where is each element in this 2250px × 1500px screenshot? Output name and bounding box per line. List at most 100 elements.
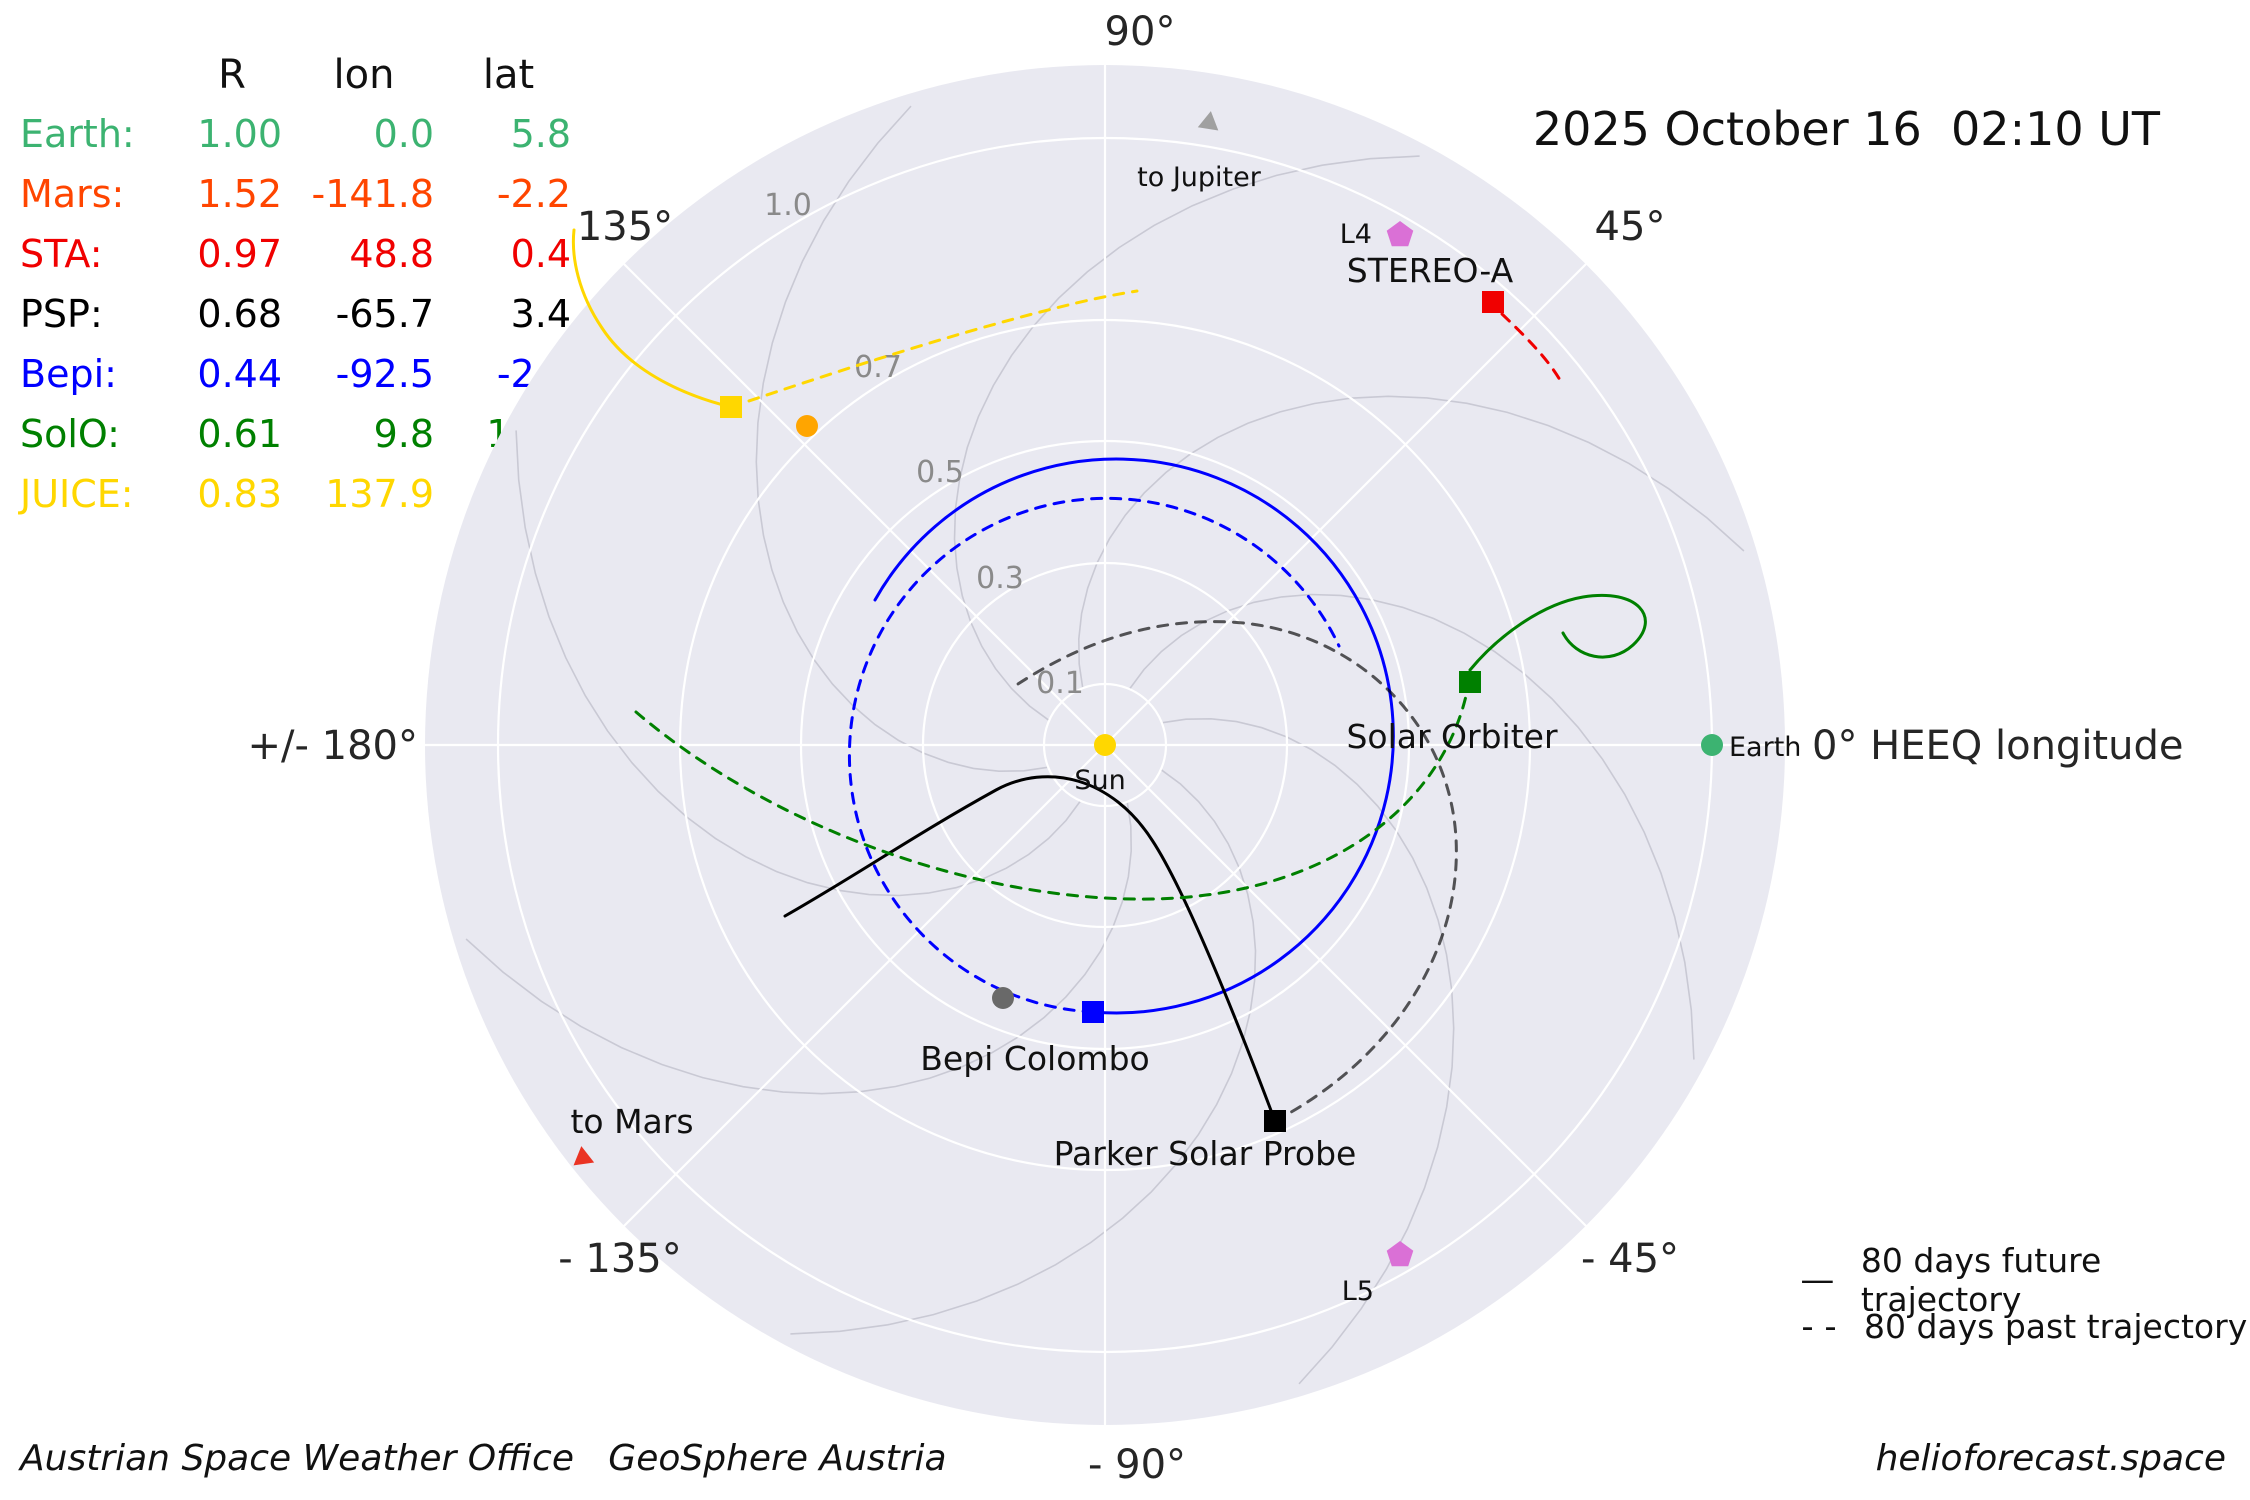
radial-tick-label: 0.5	[916, 455, 964, 490]
credit-right: helioforecast.space	[1875, 1438, 2226, 1479]
row-R: 0.61	[197, 412, 282, 456]
angular-gridline	[623, 744, 1106, 1227]
stereo-a-label: STEREO-A	[1347, 251, 1514, 290]
angle-label-m90: - 90°	[1088, 1442, 1186, 1488]
angle-labels: 90° 45° 0° HEEQ longitude - 45° - 90° - …	[248, 9, 2184, 1488]
row-label: PSP:	[20, 292, 103, 336]
position-row-mars: Mars: 1.52 -141.8 -2.2	[20, 172, 571, 232]
angular-gridline	[623, 263, 1106, 746]
solar-orbiter-past-trajectory	[634, 694, 1468, 901]
row-lon: 0.0	[373, 112, 434, 156]
row-lat: 0.4	[510, 232, 571, 276]
venus-dot-marker	[796, 415, 818, 437]
solar-orbiter-marker	[1459, 671, 1481, 693]
parker-spiral-line	[1128, 593, 1695, 1060]
row-lon: 137.9	[325, 472, 434, 516]
trajectory-legend: — 80 days future trajectory - - 80 days …	[1790, 1241, 2250, 1350]
earth-label: Earth	[1729, 732, 1801, 763]
credit-left: Austrian Space Weather Office GeoSphere …	[20, 1438, 947, 1479]
earth-marker	[1701, 734, 1723, 756]
psp-past-trajectory	[1016, 620, 1458, 1123]
angle-label-0-heeq: 0° HEEQ longitude	[1812, 723, 2183, 769]
mercury-dot-marker	[992, 987, 1014, 1009]
trajectories	[571, 228, 1647, 1123]
bepi-future-trajectory	[873, 457, 1395, 1015]
stereo-a-marker	[1482, 291, 1504, 313]
row-lon: 9.8	[373, 412, 434, 456]
solar-orbiter-label: Solar Orbiter	[1346, 717, 1557, 756]
bepi-colombo-label: Bepi Colombo	[920, 1039, 1149, 1078]
parker-spiral-line	[790, 768, 1257, 1335]
row-label: SolO:	[20, 412, 120, 456]
row-lat: 3.4	[510, 292, 571, 336]
angle-label-m135: - 135°	[558, 1236, 682, 1282]
row-lon: -65.7	[335, 292, 434, 336]
to-jupiter-label: to Jupiter	[1137, 162, 1262, 193]
juice-future-trajectory	[571, 228, 733, 409]
bepi-past-trajectory	[848, 496, 1341, 1014]
position-row-earth: Earth: 1.00 0.0 5.8	[20, 112, 571, 172]
to-mars-label: to Mars	[570, 1102, 693, 1141]
psp-label: Parker Solar Probe	[1054, 1134, 1357, 1173]
radial-tick-label: 0.7	[854, 350, 902, 385]
radial-tick-label: 0.3	[976, 561, 1024, 596]
position-table-header: R lon lat	[20, 52, 571, 112]
juice-past-trajectory	[729, 289, 1139, 409]
to-jupiter-direction-icon	[1197, 111, 1219, 131]
row-R: 0.97	[197, 232, 282, 276]
object-markers	[573, 111, 1723, 1267]
parker-spiral-background	[465, 105, 1745, 1385]
sun-label: Sun	[1074, 765, 1125, 796]
parker-spiral-line	[1077, 395, 1745, 689]
row-R: 0.68	[197, 292, 282, 336]
solid-line-symbol: —	[1800, 1259, 1835, 1300]
bepi-colombo-marker	[1082, 1001, 1104, 1023]
l4-label: L4	[1340, 219, 1372, 250]
radial-tick-labels: 0.1 0.3 0.5 0.7 1.0	[764, 188, 1084, 701]
l5-label: L5	[1342, 1276, 1374, 1307]
psp-marker	[1264, 1110, 1286, 1132]
l5-marker	[1386, 1241, 1414, 1267]
trajectory-legend-future: — 80 days future trajectory	[1790, 1241, 2250, 1319]
future-trajectory-label: 80 days future trajectory	[1860, 1240, 2102, 1319]
col-header-lat: lat	[482, 52, 535, 98]
to-mars-direction-icon	[573, 1146, 595, 1166]
dashed-line-symbol: - -	[1801, 1306, 1837, 1347]
parker-spiral-line	[755, 105, 1049, 773]
sun-marker	[1094, 734, 1116, 756]
row-label: Earth:	[20, 112, 135, 156]
angle-label-45: 45°	[1595, 204, 1666, 250]
col-header-R: R	[218, 52, 246, 98]
angle-label-m45: - 45°	[1581, 1236, 1679, 1282]
row-label: Bepi:	[20, 352, 117, 396]
radial-tick-label: 0.1	[1036, 666, 1084, 701]
parker-spiral-line	[953, 155, 1420, 722]
angle-label-180: +/- 180°	[248, 723, 419, 769]
row-R: 0.44	[197, 352, 282, 396]
trajectory-legend-past: - - 80 days past trajectory	[1790, 1303, 2250, 1350]
row-lon: 48.8	[349, 232, 434, 276]
plot-timestamp-title: 2025 October 16 02:10 UT	[1532, 102, 2160, 156]
parker-spiral-line	[1161, 717, 1455, 1385]
row-R: 1.52	[197, 172, 282, 216]
row-lon: -92.5	[335, 352, 434, 396]
angle-label-135: 135°	[577, 204, 673, 250]
juice-marker	[720, 396, 742, 418]
stereo-a-past-trajectory	[1500, 312, 1562, 382]
row-lat: 5.8	[510, 112, 571, 156]
row-lon: -141.8	[311, 172, 435, 216]
parker-spiral-line	[515, 430, 1082, 897]
row-label: JUICE:	[20, 472, 134, 516]
solar-orbiter-future-trajectory	[1468, 594, 1647, 672]
angular-gridline	[1104, 744, 1587, 1227]
row-label: Mars:	[20, 172, 125, 216]
angle-label-90: 90°	[1105, 9, 1176, 55]
col-header-lon: lon	[333, 52, 395, 98]
position-row-psp: PSP: 0.68 -65.7 3.4	[20, 292, 571, 352]
parker-spiral-line	[465, 801, 1133, 1095]
row-lat: -2.2	[496, 172, 571, 216]
object-labels: Sun Earth STEREO-A Solar Orbiter Bepi Co…	[570, 162, 1801, 1307]
l4-marker	[1386, 221, 1414, 247]
